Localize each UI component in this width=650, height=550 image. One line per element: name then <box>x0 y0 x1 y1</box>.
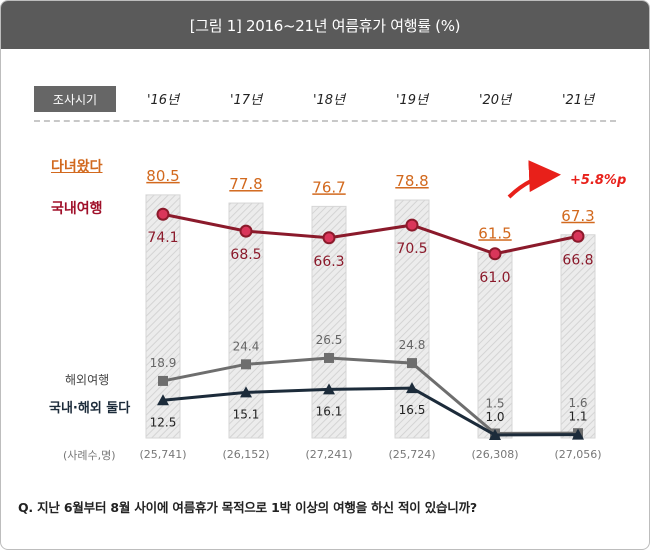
point-domestic <box>405 218 419 232</box>
year-label: '20년 <box>478 93 512 108</box>
point-domestic <box>571 229 585 243</box>
point-domestic <box>239 224 253 238</box>
data-label-domestic: 61.0 <box>479 270 510 286</box>
sample-size: (25,741) <box>139 448 187 461</box>
point-both <box>157 394 169 406</box>
sample-size: (25,724) <box>388 448 436 461</box>
bar-total <box>311 205 347 439</box>
legend-domestic: 국내여행 <box>51 201 103 217</box>
legend-both: 국내·해외 둘다 <box>49 401 131 416</box>
data-label-both: 15.1 <box>233 407 260 421</box>
point-both <box>406 382 418 394</box>
line-overseas <box>162 356 579 435</box>
data-label-domestic: 74.1 <box>147 230 178 246</box>
survey-question: Q. 지난 6월부터 8월 사이에 여름휴가 목적으로 1박 이상의 여행을 하… <box>18 500 477 515</box>
year-label: '19년 <box>395 93 429 108</box>
data-label-domestic: 66.3 <box>313 254 344 270</box>
data-label-overseas: 26.5 <box>316 333 343 347</box>
data-label-domestic: 70.5 <box>396 241 427 257</box>
data-label-overseas: 24.8 <box>399 338 426 352</box>
data-label-overseas: 1.6 <box>568 396 587 410</box>
point-both <box>240 386 252 398</box>
header-divider <box>34 120 616 122</box>
data-label-total: 61.5 <box>478 224 511 242</box>
point-both <box>323 383 335 395</box>
point-domestic <box>322 231 336 245</box>
sample-size: (27,241) <box>305 448 353 461</box>
sample-size: (26,152) <box>222 448 270 461</box>
data-label-both: 12.5 <box>150 415 177 429</box>
sample-size: (27,056) <box>554 448 602 461</box>
data-label-domestic: 68.5 <box>230 247 261 263</box>
bar-total <box>477 251 513 439</box>
bar-total <box>394 199 430 439</box>
growth-arrow <box>507 160 561 199</box>
point-domestic <box>156 207 170 221</box>
point-overseas <box>241 359 251 370</box>
data-label-overseas: 1.5 <box>485 396 504 410</box>
point-overseas <box>407 358 417 369</box>
survey-period-label: 조사시기 <box>34 86 116 112</box>
point-overseas <box>324 352 334 363</box>
data-label-total: 80.5 <box>146 167 179 185</box>
data-label-both: 16.1 <box>316 404 343 418</box>
sample-size-label: (사례수,명) <box>63 449 116 462</box>
data-label-overseas: 18.9 <box>150 356 177 370</box>
data-label-total: 76.7 <box>312 178 345 196</box>
legend-total: 다녀왔다 <box>51 159 103 175</box>
data-label-both: 1.1 <box>568 410 587 424</box>
data-label-total: 67.3 <box>561 207 594 225</box>
year-label: '18년 <box>312 93 346 108</box>
data-label-both: 16.5 <box>399 403 426 417</box>
legend-overseas: 해외여행 <box>65 373 110 387</box>
data-label-total: 78.8 <box>395 172 428 190</box>
growth-annotation: +5.8%p <box>570 173 627 188</box>
year-label: '16년 <box>146 93 180 108</box>
year-label: '17년 <box>229 93 263 108</box>
line-both <box>162 386 579 437</box>
point-both <box>572 428 584 440</box>
data-label-both: 1.0 <box>485 410 504 424</box>
bar-total <box>560 234 596 439</box>
data-label-total: 77.8 <box>229 175 262 193</box>
year-label: '21년 <box>561 93 595 108</box>
point-overseas <box>158 375 168 386</box>
chart-title: [그림 1] 2016~21년 여름휴가 여행률 (%) <box>1 1 649 49</box>
bar-total <box>228 202 264 439</box>
point-both <box>489 428 501 440</box>
sample-size: (26,308) <box>471 448 519 461</box>
point-domestic <box>488 247 502 261</box>
line-domestic <box>162 212 579 256</box>
data-label-overseas: 24.4 <box>233 339 260 353</box>
data-label-domestic: 66.8 <box>562 252 593 268</box>
